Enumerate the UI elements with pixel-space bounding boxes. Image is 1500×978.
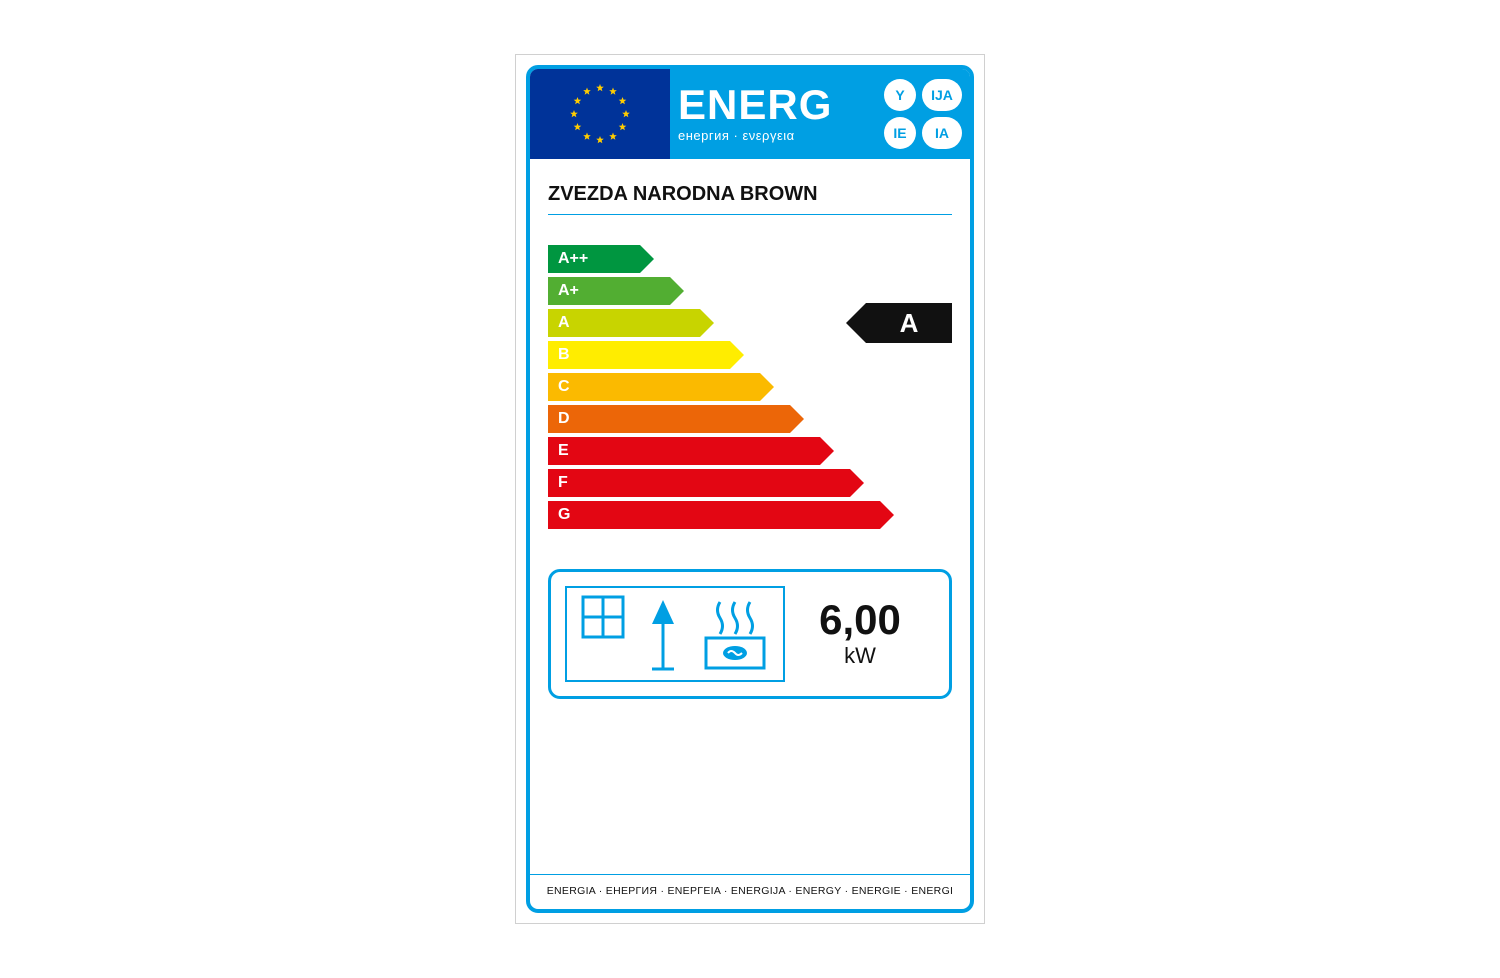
rating-arrow: G (548, 501, 880, 529)
product-row: ZVEZDA NARODNA BROWN (530, 159, 970, 221)
rating-arrow: B (548, 341, 730, 369)
rating-arrow-body: C (548, 373, 760, 401)
rating-arrow-label: E (558, 442, 569, 460)
suffix-pill: Y (884, 79, 916, 111)
rating-arrow-body: A++ (548, 245, 640, 273)
suffix-pill: IA (922, 117, 962, 149)
power-box: 6,00 kW (548, 569, 952, 699)
rating-arrow-body: D (548, 405, 790, 433)
rating-arrow-label: B (558, 346, 570, 364)
lamp-icon (648, 594, 678, 672)
rating-arrow-body: F (548, 469, 850, 497)
header-title: ENERG (678, 84, 832, 126)
rating-arrow-label: A+ (558, 282, 579, 300)
current-rating-marker: A (866, 303, 952, 343)
rating-arrow-body: A (548, 309, 700, 337)
suffix-pill: IJA (922, 79, 962, 111)
header-subtitle: енергия · ενεργεια (678, 128, 832, 144)
current-rating-label: A (900, 308, 919, 339)
product-name: ZVEZDA NARODNA BROWN (548, 183, 952, 215)
rating-arrow: E (548, 437, 820, 465)
suffix-pill: IE (884, 117, 916, 149)
heater-icon (700, 594, 770, 672)
rating-arrow: A (548, 309, 700, 337)
rating-arrow: C (548, 373, 760, 401)
power-value-block: 6,00 kW (785, 599, 935, 669)
rating-arrow: A+ (548, 277, 670, 305)
rating-arrow-label: C (558, 378, 570, 396)
header: ENERG енергия · ενεργεια Y IJA IE IA (530, 69, 970, 159)
power-unit: kW (785, 643, 935, 669)
rating-arrow-body: G (548, 501, 880, 529)
rating-arrow-body: E (548, 437, 820, 465)
window-icon (580, 594, 626, 672)
rating-arrow: A++ (548, 245, 640, 273)
energ-block: ENERG енергия · ενεργεια Y IJA IE IA (670, 69, 970, 159)
rating-arrow-body: B (548, 341, 730, 369)
eu-flag (530, 69, 670, 159)
energy-label-card: ENERG енергия · ενεργεια Y IJA IE IA ZVE… (515, 54, 985, 924)
rating-arrow: D (548, 405, 790, 433)
rating-arrow-body: A+ (548, 277, 670, 305)
rating-arrow-label: F (558, 474, 568, 492)
rating-scale: A A++A+ABCDEFG (530, 221, 970, 551)
rating-arrow-label: G (558, 506, 570, 524)
rating-arrow-label: A++ (558, 250, 588, 268)
suffix-grid: Y IJA IE IA (884, 79, 962, 149)
rating-arrow-label: A (558, 314, 570, 332)
rating-arrow-label: D (558, 410, 570, 428)
footer-text: ENERGIA · ЕНЕРГИЯ · ΕΝΕΡΓΕΙΑ · ENERGIJA … (530, 874, 970, 909)
power-number: 6,00 (785, 599, 935, 641)
rating-arrow: F (548, 469, 850, 497)
energ-text: ENERG енергия · ενεργεια (678, 84, 832, 144)
energy-label-inner: ENERG енергия · ενεργεια Y IJA IE IA ZVE… (526, 65, 974, 913)
eu-stars-icon (555, 69, 645, 159)
heating-pictograms (565, 586, 785, 682)
